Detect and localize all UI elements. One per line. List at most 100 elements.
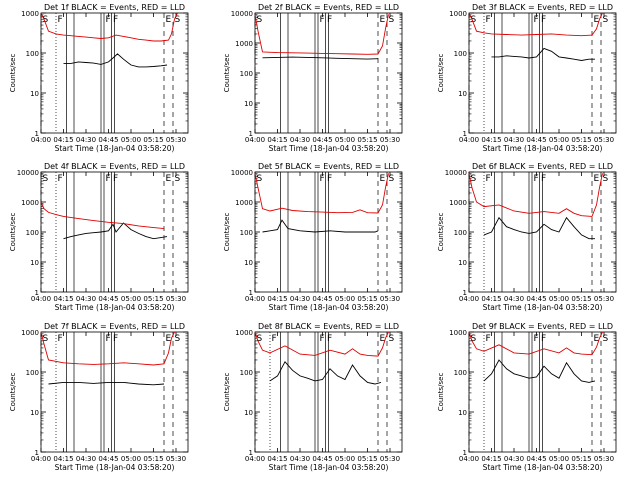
detector-panel: Det 6f BLACK = Events, RED = LLD 1 10 100 10… xyxy=(437,162,616,312)
y-axis-label: Counts/sec xyxy=(437,373,445,412)
y-axis-label: Counts/sec xyxy=(437,54,445,93)
x-tick-label: 04:15 xyxy=(481,295,501,303)
event-marker-label: F xyxy=(541,334,546,344)
y-tick-label: 100 xyxy=(240,70,253,78)
panel-title: Det 6f BLACK = Events, RED = LLD xyxy=(472,162,613,171)
panel-title: Det 4f BLACK = Events, RED = LLD xyxy=(44,162,185,171)
event-marker-label: S xyxy=(603,15,609,25)
event-marker-label: F xyxy=(486,15,491,25)
event-marker-label: F xyxy=(320,334,325,344)
event-marker-label: F xyxy=(320,174,325,184)
x-tick-label: 04:00 xyxy=(31,295,51,303)
y-axis-label: Counts/sec xyxy=(9,54,17,93)
x-tick-label: 04:15 xyxy=(53,295,73,303)
x-tick-label: 05:00 xyxy=(549,136,569,144)
x-tick-label: 05:30 xyxy=(594,455,614,463)
event-marker-label: F xyxy=(486,174,491,184)
x-tick-label: 05:30 xyxy=(166,136,186,144)
x-axis-label: Start Time (18-Jan-04 03:58:20) xyxy=(483,303,603,312)
event-marker-label: E xyxy=(380,15,386,25)
y-tick-label: 100 xyxy=(454,50,467,58)
y-tick-label: 100 xyxy=(26,229,39,237)
x-tick-label: 04:45 xyxy=(526,136,546,144)
event-marker-label: S xyxy=(603,174,609,184)
y-tick-label: 10 xyxy=(30,90,39,98)
x-axis-label: Start Time (18-Jan-04 03:58:20) xyxy=(483,144,603,153)
y-tick-label: 1000 xyxy=(449,329,467,337)
event-marker-label: F xyxy=(106,174,111,184)
x-tick-label: 05:00 xyxy=(549,455,569,463)
x-tick-label: 04:00 xyxy=(459,295,479,303)
event-marker-label: E xyxy=(594,174,600,184)
x-tick-label: 04:45 xyxy=(98,295,118,303)
x-tick-label: 05:30 xyxy=(594,136,614,144)
x-tick-label: 04:15 xyxy=(267,455,287,463)
events-series-line xyxy=(263,57,379,59)
x-tick-label: 04:30 xyxy=(504,136,524,144)
x-tick-label: 05:00 xyxy=(121,295,141,303)
y-axis-label: Counts/sec xyxy=(223,373,231,412)
detector-panel: Det 4f BLACK = Events, RED = LLD 1 10 100 10… xyxy=(9,162,188,312)
event-marker-label: F xyxy=(113,174,118,184)
x-tick-label: 05:00 xyxy=(335,295,355,303)
event-marker-label: F xyxy=(58,15,63,25)
x-tick-label: 05:30 xyxy=(380,295,400,303)
y-tick-label: 100 xyxy=(454,369,467,377)
x-tick-label: 05:00 xyxy=(121,455,141,463)
event-marker-label: F xyxy=(113,334,118,344)
events-series-line xyxy=(49,382,165,384)
event-marker-label: F xyxy=(541,15,546,25)
detector-panel: Det 7f BLACK = Events, RED = LLD 1 10 100 10… xyxy=(9,322,188,472)
x-tick-label: 04:30 xyxy=(504,295,524,303)
x-tick-label: 05:30 xyxy=(380,136,400,144)
x-tick-label: 04:15 xyxy=(481,136,501,144)
event-marker-label: S xyxy=(389,15,395,25)
x-tick-label: 04:30 xyxy=(290,136,310,144)
y-tick-label: 1000 xyxy=(21,199,39,207)
y-tick-label: 10000 xyxy=(445,169,467,177)
y-tick-label: 1000 xyxy=(235,40,253,48)
x-tick-label: 04:45 xyxy=(526,295,546,303)
x-tick-label: 04:45 xyxy=(98,455,118,463)
y-axis-label: Counts/sec xyxy=(223,54,231,93)
x-tick-label: 05:15 xyxy=(357,295,377,303)
event-marker-label: F xyxy=(320,15,325,25)
events-series-line xyxy=(492,48,596,60)
y-tick-label: 1000 xyxy=(449,10,467,18)
event-marker-label: F xyxy=(106,15,111,25)
panel-title: Det 3f BLACK = Events, RED = LLD xyxy=(472,3,613,12)
event-marker-label: F xyxy=(113,15,118,25)
x-tick-label: 04:30 xyxy=(290,455,310,463)
x-tick-label: 04:15 xyxy=(481,455,501,463)
x-axis-label: Start Time (18-Jan-04 03:58:20) xyxy=(269,463,389,472)
x-tick-label: 05:30 xyxy=(380,455,400,463)
x-tick-label: 05:15 xyxy=(143,455,163,463)
x-tick-label: 05:15 xyxy=(143,295,163,303)
event-marker-label: S xyxy=(257,174,263,184)
y-axis-label: Counts/sec xyxy=(437,213,445,252)
event-marker-label: F xyxy=(327,15,332,25)
detector-panel: Det 1f BLACK = Events, RED = LLD 1 10 100 10… xyxy=(9,3,188,153)
y-tick-label: 10 xyxy=(244,259,253,267)
x-tick-label: 04:00 xyxy=(459,455,479,463)
y-tick-label: 1000 xyxy=(235,199,253,207)
panel-title: Det 9f BLACK = Events, RED = LLD xyxy=(472,322,613,331)
events-series-line xyxy=(64,54,168,67)
events-series-line xyxy=(263,220,379,232)
x-tick-label: 04:45 xyxy=(312,295,332,303)
x-axis-label: Start Time (18-Jan-04 03:58:20) xyxy=(55,463,175,472)
panel-title: Det 2f BLACK = Events, RED = LLD xyxy=(258,3,399,12)
event-marker-label: F xyxy=(541,174,546,184)
event-marker-label: F xyxy=(534,334,539,344)
y-tick-label: 10 xyxy=(458,259,467,267)
panel-title: Det 5f BLACK = Events, RED = LLD xyxy=(258,162,399,171)
x-tick-label: 04:15 xyxy=(53,455,73,463)
y-tick-label: 10 xyxy=(244,100,253,108)
x-axis-label: Start Time (18-Jan-04 03:58:20) xyxy=(269,144,389,153)
detector-panel: Det 9f BLACK = Events, RED = LLD11010010… xyxy=(437,322,616,472)
x-tick-label: 04:30 xyxy=(290,295,310,303)
event-marker-label: F xyxy=(486,334,491,344)
x-tick-label: 04:45 xyxy=(312,136,332,144)
x-axis-label: Start Time (18-Jan-04 03:58:20) xyxy=(55,303,175,312)
